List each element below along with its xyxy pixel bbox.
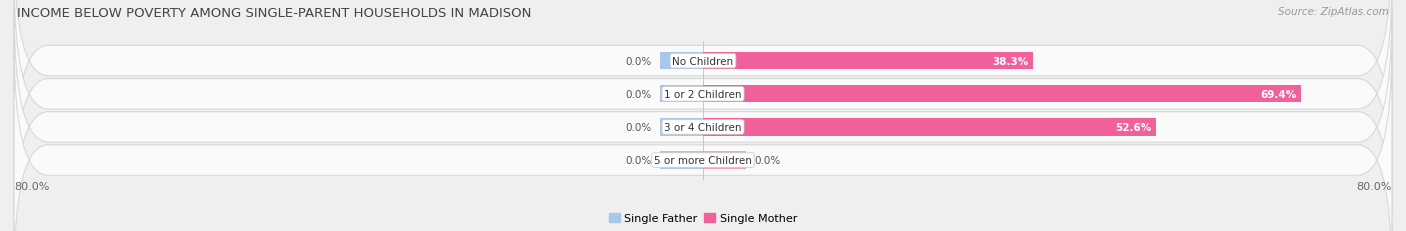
Text: 0.0%: 0.0% xyxy=(626,89,651,99)
Text: No Children: No Children xyxy=(672,56,734,66)
Text: 5 or more Children: 5 or more Children xyxy=(654,155,752,165)
Text: Source: ZipAtlas.com: Source: ZipAtlas.com xyxy=(1278,7,1389,17)
Text: 3 or 4 Children: 3 or 4 Children xyxy=(664,122,742,132)
Text: 0.0%: 0.0% xyxy=(626,122,651,132)
Text: 0.0%: 0.0% xyxy=(626,155,651,165)
Text: 1 or 2 Children: 1 or 2 Children xyxy=(664,89,742,99)
Text: 0.0%: 0.0% xyxy=(626,56,651,66)
Text: 52.6%: 52.6% xyxy=(1115,122,1152,132)
Bar xyxy=(659,119,703,136)
Bar xyxy=(659,152,703,169)
Bar xyxy=(703,119,1156,136)
FancyBboxPatch shape xyxy=(14,44,1392,231)
Text: 80.0%: 80.0% xyxy=(14,181,49,191)
Text: INCOME BELOW POVERTY AMONG SINGLE-PARENT HOUSEHOLDS IN MADISON: INCOME BELOW POVERTY AMONG SINGLE-PARENT… xyxy=(17,7,531,20)
Bar xyxy=(703,53,1033,70)
Bar xyxy=(659,53,703,70)
Text: 80.0%: 80.0% xyxy=(1357,181,1392,191)
Text: 0.0%: 0.0% xyxy=(755,155,780,165)
Legend: Single Father, Single Mother: Single Father, Single Mother xyxy=(609,213,797,223)
Text: 69.4%: 69.4% xyxy=(1260,89,1296,99)
Bar xyxy=(703,152,747,169)
FancyBboxPatch shape xyxy=(14,0,1392,178)
Bar xyxy=(703,86,1301,103)
Text: 38.3%: 38.3% xyxy=(993,56,1029,66)
FancyBboxPatch shape xyxy=(14,11,1392,231)
Bar xyxy=(659,86,703,103)
FancyBboxPatch shape xyxy=(14,0,1392,211)
